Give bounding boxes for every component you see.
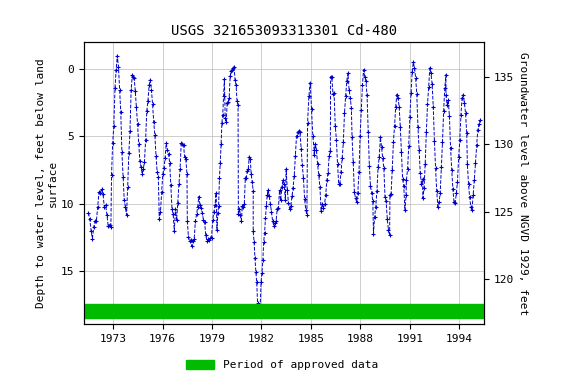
Title: USGS 321653093313301 Cd-480: USGS 321653093313301 Cd-480 [170,24,397,38]
Y-axis label: Groundwater level above NGVD 1929, feet: Groundwater level above NGVD 1929, feet [518,52,528,315]
Legend: Period of approved data: Period of approved data [182,356,382,375]
Y-axis label: Depth to water level, feet below land
surface: Depth to water level, feet below land su… [36,58,58,308]
